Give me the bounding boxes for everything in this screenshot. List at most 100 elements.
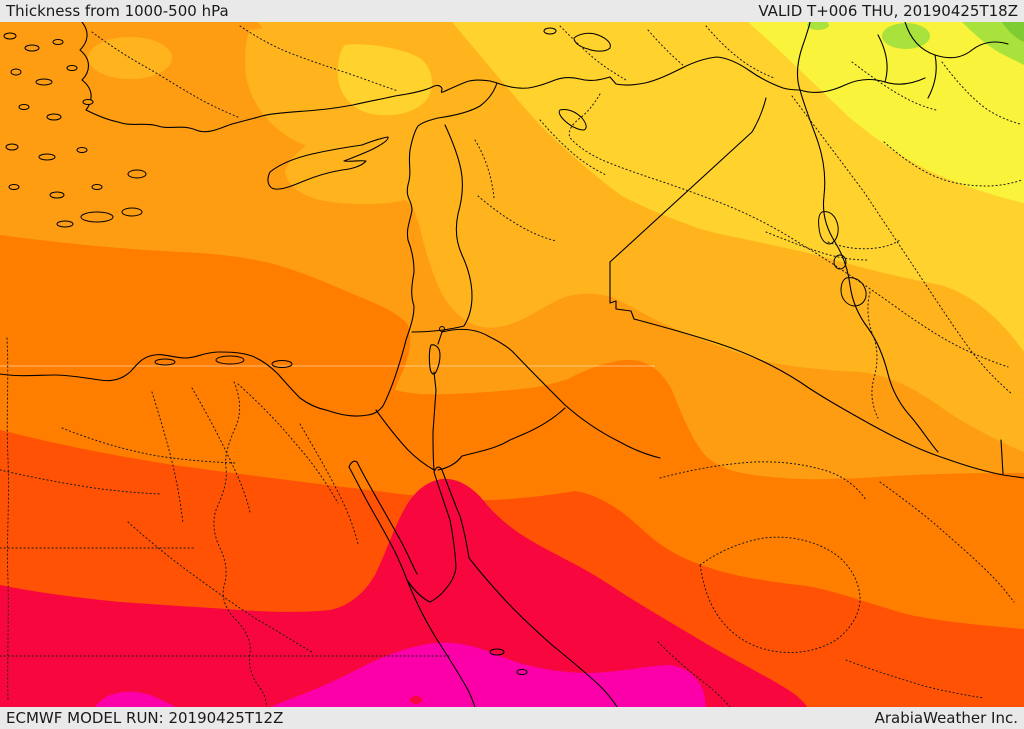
israel-jordan-border — [432, 389, 437, 471]
iran-iraq-border — [799, 89, 939, 453]
egypt-admin-3 — [151, 391, 184, 525]
dead-sea — [428, 344, 441, 391]
turkey-admin-2 — [91, 31, 241, 119]
band-crimson-spot-2 — [410, 696, 422, 704]
island — [56, 220, 74, 228]
saudi-admin-4 — [657, 641, 731, 707]
iran-admin-1 — [851, 61, 937, 111]
lake-tuz — [543, 27, 557, 35]
island — [76, 147, 88, 153]
iraq-admin-1 — [765, 231, 869, 261]
band-green-deep-corner — [1002, 22, 1024, 42]
island — [82, 99, 94, 105]
euphrates-river — [568, 93, 1009, 368]
egypt-admin-6 — [0, 469, 161, 495]
syria-admin-1 — [539, 119, 607, 176]
turkey-iran-border — [796, 22, 811, 91]
delta-lagoon-2 — [271, 360, 293, 368]
turkey-admin-3 — [559, 25, 627, 81]
map-title: Thickness from 1000-500 hPa — [6, 2, 229, 20]
egypt-admin-2 — [299, 423, 359, 545]
band-green-blob-small — [807, 22, 829, 30]
island — [38, 153, 56, 161]
band-crimson — [0, 478, 808, 707]
island — [52, 39, 64, 45]
band-magenta-corner — [94, 691, 176, 707]
status-bar: ECMWF MODEL RUN: 20190425T12Z ArabiaWeat… — [0, 707, 1024, 729]
island — [8, 184, 20, 190]
turkey-coast — [79, 22, 498, 133]
island — [46, 113, 62, 121]
nile-river — [213, 381, 268, 707]
island — [66, 65, 78, 71]
egypt-admin-8 — [127, 521, 313, 653]
iraq-admin-2 — [827, 239, 901, 250]
levant-coast — [0, 82, 498, 417]
turkey-admin-1 — [239, 25, 399, 92]
aegean-islands — [3, 32, 147, 228]
iraq-saudi-border — [633, 318, 1024, 479]
sinai-south-coast — [406, 565, 457, 603]
dotted-boundaries — [0, 25, 1023, 707]
syria-admin-2 — [477, 195, 557, 242]
saudi-admin-3 — [879, 481, 1015, 603]
red-sea-island-2 — [516, 669, 528, 675]
island-rhodes — [127, 169, 147, 179]
iran-admin-3 — [883, 141, 1023, 187]
band-green-blob — [882, 23, 930, 49]
island — [49, 191, 65, 199]
jordan-syria-border — [441, 328, 514, 353]
lebanon-syria-border — [411, 124, 473, 333]
island — [24, 44, 40, 52]
tigris-river — [791, 95, 1013, 395]
egypt-admin-1 — [237, 383, 339, 504]
cyprus-island — [267, 136, 389, 190]
island-crete — [80, 211, 114, 223]
red-sea-east-coast — [468, 557, 618, 707]
delta-lagoon-3 — [154, 358, 176, 366]
turkey-syria-border — [496, 56, 801, 91]
saudi-admin-2 — [699, 536, 861, 653]
caucasus-borders — [799, 22, 1009, 99]
coastlines — [0, 22, 618, 707]
gulf-of-suez — [348, 460, 418, 581]
island — [10, 68, 22, 76]
model-run-label: ECMWF MODEL RUN: 20190425T12Z — [6, 709, 284, 727]
valid-time-label: VALID T+006 THU, 20190425T18Z — [758, 2, 1018, 20]
turkey-admin-5 — [705, 25, 775, 79]
jordan-river — [437, 331, 443, 345]
gulf-of-aqaba — [433, 466, 470, 567]
band-yellow — [748, 22, 1024, 203]
island — [18, 104, 30, 110]
iraq-saudi-dotted — [867, 291, 879, 419]
jordan-saudi-border — [512, 351, 661, 459]
band-crimson-spot-1 — [202, 699, 212, 707]
island — [121, 207, 143, 217]
jordan-saudi-zigzag — [437, 407, 566, 471]
syria-admin-3 — [474, 139, 495, 199]
iran-admin-2 — [941, 61, 1021, 125]
kuwait-border — [1000, 439, 1004, 475]
lake-tharthar — [818, 211, 839, 245]
thickness-bands — [0, 22, 1024, 707]
island — [91, 184, 103, 190]
island — [35, 78, 53, 86]
syria-iraq-border — [609, 97, 767, 263]
egypt-israel-border — [375, 409, 435, 471]
credit-label: ArabiaWeather Inc. — [874, 709, 1018, 727]
jordan-northeast-border — [609, 261, 635, 320]
egypt-libya-border — [6, 337, 10, 701]
island — [5, 143, 19, 151]
band-green-corner — [962, 22, 1024, 65]
lake-assad — [558, 109, 587, 131]
red-sea-island-1 — [489, 648, 505, 656]
band-amber-patch-west — [88, 37, 172, 79]
band-magenta-spot — [643, 706, 653, 707]
lake-van — [573, 32, 611, 52]
band-magenta-main — [270, 642, 706, 707]
delta-lagoon-1 — [215, 355, 245, 365]
egypt-admin-4 — [191, 387, 251, 513]
title-bar: Thickness from 1000-500 hPa VALID T+006 … — [0, 0, 1024, 22]
